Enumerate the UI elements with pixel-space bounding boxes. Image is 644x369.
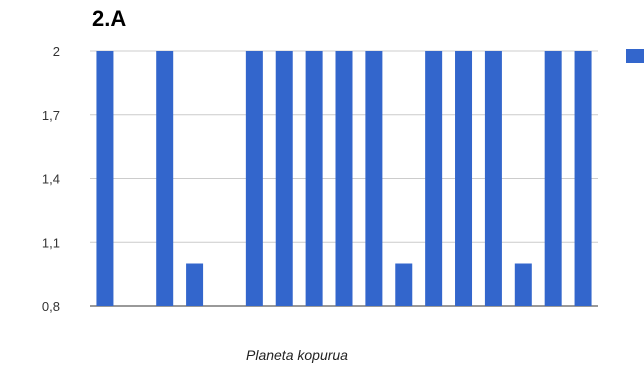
bar[interactable]: [425, 51, 443, 306]
chart-title: 2.A: [92, 6, 127, 31]
bar[interactable]: [455, 51, 473, 306]
bar[interactable]: [514, 263, 532, 307]
bar[interactable]: [544, 51, 562, 306]
bar[interactable]: [574, 51, 592, 306]
bar[interactable]: [186, 263, 204, 307]
bar[interactable]: [156, 51, 174, 306]
y-tick-label: 1,4: [42, 172, 60, 187]
y-tick-label: 1,1: [42, 235, 60, 250]
y-axis-ticks: 2 1,7 1,4 1,1 0,8: [42, 44, 60, 314]
x-axis-label: Planeta kopurua: [246, 347, 348, 363]
y-tick-label: 2: [53, 44, 60, 59]
bar[interactable]: [305, 51, 323, 306]
bar[interactable]: [275, 51, 293, 306]
bar[interactable]: [335, 51, 353, 306]
bars: [96, 51, 592, 307]
bar[interactable]: [365, 51, 383, 306]
bar[interactable]: [96, 51, 114, 306]
bar[interactable]: [395, 263, 413, 307]
legend-swatch[interactable]: [626, 49, 644, 63]
y-tick-label: 0,8: [42, 299, 60, 314]
bar[interactable]: [245, 51, 263, 306]
bar[interactable]: [484, 51, 502, 306]
y-tick-label: 1,7: [42, 108, 60, 123]
